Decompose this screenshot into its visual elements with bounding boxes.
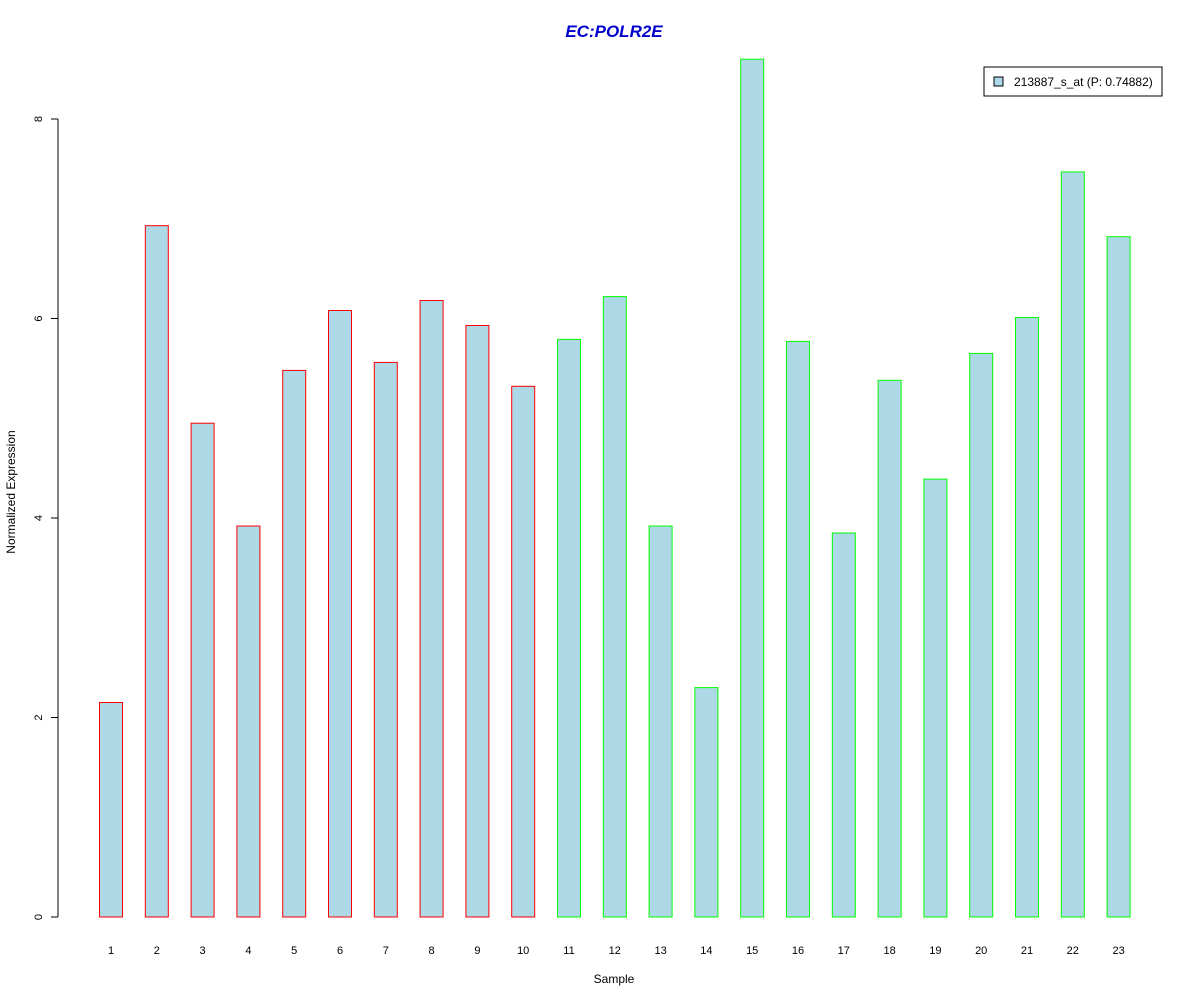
y-tick-label: 4 [33,515,45,521]
y-tick-label: 0 [33,914,45,920]
x-tick-label: 16 [792,945,804,957]
bars [99,58,1131,918]
bar-sample-17 [831,532,856,918]
x-tick-label: 1 [108,945,114,957]
bar-sample-13 [648,525,673,918]
x-tick-label: 7 [383,945,389,957]
bar-sample-22 [1060,171,1085,918]
x-axis-label: Sample [594,972,635,986]
x-tick-label: 22 [1067,945,1079,957]
x-tick-label: 10 [517,945,529,957]
x-tick-label: 2 [154,945,160,957]
bar-sample-19 [923,478,948,918]
x-tick-label: 21 [1021,945,1033,957]
x-tick-label: 13 [654,945,666,957]
chart-title: EC:POLR2E [565,22,663,41]
x-tick-label: 8 [429,945,435,957]
bar-sample-18 [877,379,902,918]
x-tick-label: 17 [838,945,850,957]
bar-sample-3 [190,422,215,918]
x-tick-label: 14 [700,945,712,957]
bar-sample-4 [236,525,261,918]
x-tick-label: 11 [563,945,574,957]
x-tick-label: 4 [245,945,251,957]
legend-swatch [993,76,1004,87]
bar-sample-15 [740,58,765,918]
bar-sample-23 [1106,236,1131,918]
bar-sample-11 [557,338,581,918]
legend: 213887_s_at (P: 0.74882) [983,66,1163,97]
x-tick-label: 3 [200,945,206,957]
y-tick-label: 8 [33,116,45,122]
bar-sample-21 [1015,317,1039,918]
bar-sample-20 [969,352,994,918]
x-tick-label: 5 [291,945,297,957]
bar-sample-12 [602,296,627,918]
x-tick-label: 12 [609,945,621,957]
y-axis-label: Normalized Expression [4,430,18,553]
bar-sample-16 [786,340,810,918]
bar-sample-5 [282,369,307,918]
x-tick-label: 9 [474,945,480,957]
bar-sample-10 [511,385,536,918]
x-tick-label: 20 [975,945,987,957]
bar-sample-8 [419,300,444,918]
bar-sample-9 [465,325,490,918]
x-tick-label: 6 [337,945,343,957]
x-tick-label: 18 [883,945,895,957]
legend-box [983,66,1163,97]
bar-sample-1 [99,702,123,918]
x-tick-label: 19 [929,945,941,957]
bar-sample-6 [328,310,352,918]
y-tick-label: 6 [33,315,45,321]
x-tick-label: 23 [1112,945,1124,957]
bar-sample-7 [373,361,398,918]
x-tick-labels: 1 2 3 4 5 6 7 8 9 10 11 12 13 14 15 16 17 18 19 20 21 22 23 [108,945,1125,957]
bar-sample-14 [694,687,719,918]
y-tick-label: 2 [33,714,45,720]
y-axis: 0 2 4 6 8 [33,116,59,920]
x-tick-label: 15 [746,945,758,957]
legend-label: 213887_s_at (P: 0.74882) [1014,75,1153,89]
bar-sample-2 [144,225,169,918]
